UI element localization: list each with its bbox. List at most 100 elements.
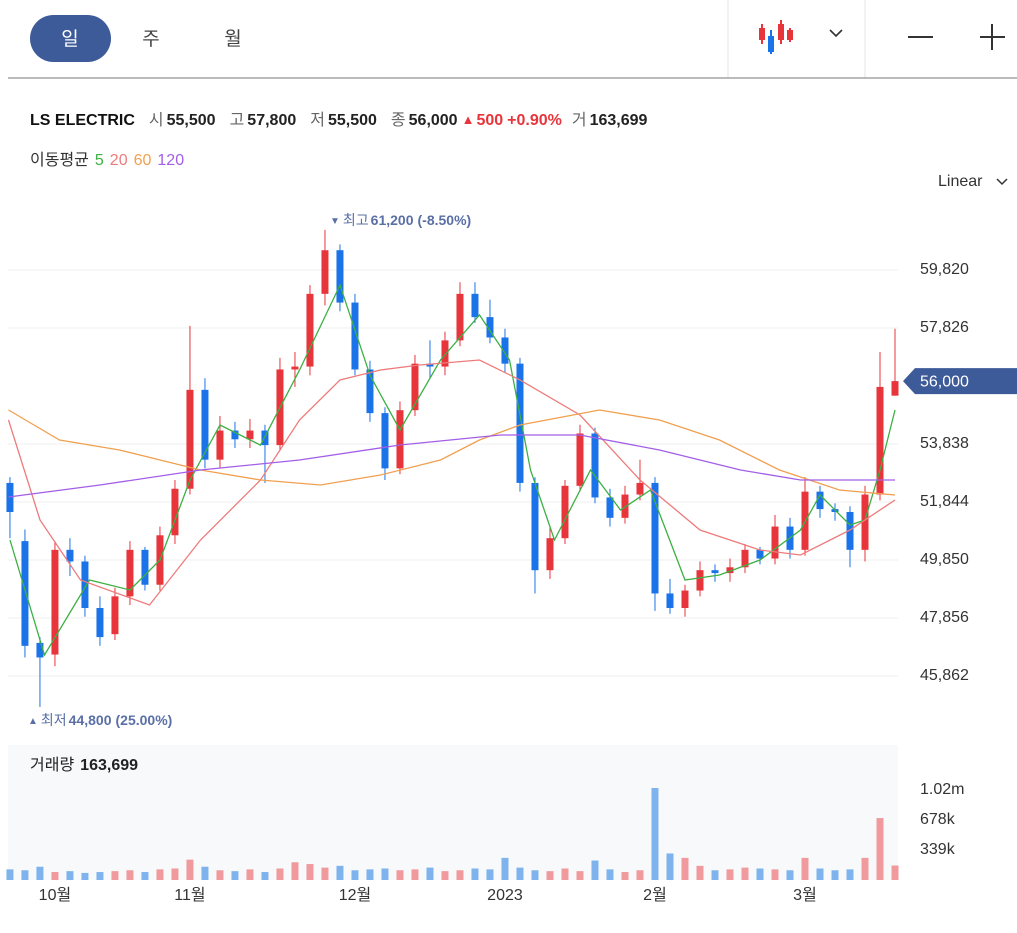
volume-bar [546,871,554,880]
candle-body [651,482,659,594]
candle-body [621,494,629,518]
candle-body [351,302,359,370]
volume-bar [801,857,809,880]
volume-bar [201,866,209,880]
volume-bar [171,868,179,880]
volume-bar [531,870,539,880]
info-value: 55,500 [328,112,377,129]
candle-body [336,250,344,303]
candle-body [741,549,749,568]
candle-body [306,293,314,367]
volume-bar [606,869,614,880]
stock-name: LS ELECTRIC [30,112,135,129]
extreme-value: 44,800 [69,712,112,728]
y-tick-label: 59,820 [920,261,969,278]
candle-body [366,369,374,414]
volume-bar [186,859,194,880]
change-arrow: ▲ [462,112,475,127]
tab-month[interactable]: 월 [224,28,241,50]
extreme-marker: ▲ [28,716,38,727]
candle-body [441,340,449,367]
scale-selector[interactable]: Linear [938,173,983,190]
volume-bar [291,862,299,880]
candle-body [531,482,539,571]
info-label: 저 [310,111,325,129]
candle-body [606,497,614,518]
volume-bar [666,853,674,880]
volume-bar [576,871,584,880]
info-value: 56,000 [409,112,458,129]
candle-body [36,642,44,658]
candle-body [876,386,884,495]
extreme-value: 61,200 [371,212,414,228]
ma-line [7,359,896,606]
volume-bar [591,860,599,880]
volume-bar [336,865,344,880]
volume-bar [561,868,569,880]
candle-body [201,389,209,460]
volume-bar [501,857,509,880]
volume-title-text: 거래량 [30,756,74,774]
volume-bar [231,871,239,880]
info-value: 57,800 [247,112,296,129]
tab-active-bg[interactable] [30,15,111,62]
volume-bar [156,869,164,880]
tab-week[interactable]: 주 [142,29,159,50]
volume-bar [786,870,794,880]
candle-body [561,485,569,539]
volume-bar [21,870,29,880]
candle-body [591,433,599,498]
y-tick-label: 49,850 [920,551,969,568]
volume-bar [696,865,704,880]
zoom-in[interactable] [980,24,1005,50]
volume-bar [51,872,59,880]
chart-type-button[interactable] [759,20,793,54]
volume-bar [516,867,524,880]
candle-body [846,512,854,550]
volume-bar [471,868,479,880]
y-tick-label: 57,826 [920,319,969,336]
volume-bar [96,872,104,880]
candle-body [411,363,419,411]
volume-bar [351,870,359,880]
candle-body [456,293,464,341]
volume-bar [141,872,149,880]
candle-body [81,561,89,609]
candle-body [21,541,29,646]
volume-bar [396,870,404,880]
price-tag-label: 56,000 [920,373,969,390]
legend-entry: 5 [95,152,104,169]
candle-body [426,363,434,367]
dropdown-chevron[interactable] [829,29,843,38]
scale-chevron[interactable] [996,178,1008,186]
volume-bar [726,869,734,880]
candle-body [141,549,149,585]
volume-tick-label: 678k [920,811,956,828]
volume-bar [831,870,839,880]
ma-line [8,434,895,498]
info-label: 시 [149,112,164,129]
candle-body [636,482,644,495]
volume-tick-label: 339k [920,841,956,858]
price-tag [903,368,1017,395]
volume-bar [36,866,44,880]
legend-entry: 20 [110,152,128,169]
volume-bar [246,869,254,880]
info-label: 고 [230,112,245,129]
candle-body [681,590,689,609]
volume-bar [891,865,899,880]
tab-day[interactable]: 일 [61,28,78,50]
volume-bar [741,867,749,880]
candle-body [471,293,479,318]
volume-bar [306,864,314,880]
y-tick-label: 45,862 [920,667,969,684]
candle-body [726,567,734,574]
volume-bar [816,868,824,880]
volume-last: 163,699 [80,757,138,774]
candle-body [216,430,224,460]
candle-body [126,549,134,597]
volume-bar [861,857,869,880]
candle-body [171,488,179,536]
volume-bar [651,787,659,880]
change-amount: 500 [476,112,503,129]
